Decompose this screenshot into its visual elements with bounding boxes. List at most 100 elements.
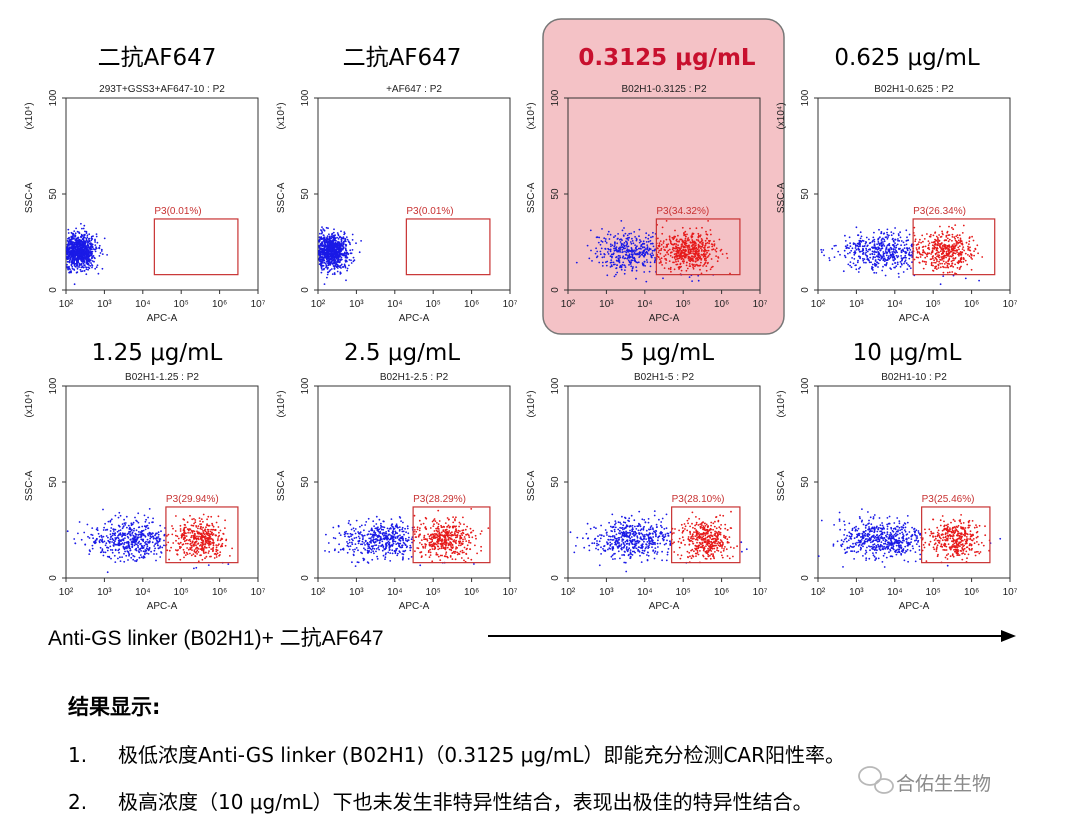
- event-point: [74, 249, 76, 251]
- event-point: [99, 539, 102, 541]
- x-tick-label: 10⁶: [964, 299, 979, 310]
- event-point: [943, 266, 945, 269]
- event-point: [121, 527, 124, 530]
- event-point: [131, 523, 134, 526]
- event-point: [699, 256, 702, 258]
- event-point: [207, 539, 210, 541]
- event-point: [123, 548, 126, 551]
- event-point: [114, 543, 117, 546]
- event-point: [672, 238, 675, 241]
- event-point: [633, 258, 636, 260]
- event-point: [332, 255, 335, 258]
- event-point: [949, 255, 952, 258]
- event-point: [424, 545, 427, 548]
- event-point: [345, 251, 348, 254]
- event-point: [191, 540, 194, 543]
- event-point: [936, 249, 939, 252]
- event-point: [438, 547, 441, 550]
- event-point: [726, 257, 729, 259]
- event-point: [888, 234, 890, 237]
- event-point: [649, 240, 652, 242]
- event-point: [201, 558, 204, 561]
- x-tick-label: 10⁶: [464, 299, 479, 310]
- event-point: [684, 248, 687, 251]
- event-point: [360, 240, 362, 242]
- event-point: [642, 249, 645, 252]
- event-point: [391, 531, 394, 534]
- event-point: [876, 261, 879, 264]
- event-point: [212, 539, 215, 542]
- event-point: [101, 549, 104, 552]
- event-point: [339, 247, 342, 250]
- event-point: [833, 245, 836, 247]
- event-point: [331, 236, 334, 239]
- event-point: [865, 261, 867, 264]
- event-point: [930, 233, 932, 236]
- event-point: [633, 259, 636, 262]
- event-point: [134, 548, 137, 551]
- event-point: [684, 237, 687, 240]
- event-point: [924, 256, 927, 259]
- event-point: [335, 263, 337, 265]
- event-point: [212, 525, 215, 528]
- event-point: [87, 259, 89, 261]
- x-axis-label: APC-A: [147, 601, 178, 612]
- event-point: [652, 245, 655, 248]
- event-point: [177, 549, 180, 551]
- event-point: [606, 251, 609, 253]
- event-point: [873, 271, 876, 274]
- event-point: [878, 244, 881, 247]
- event-point: [649, 265, 652, 268]
- event-point: [109, 538, 112, 541]
- event-point: [857, 245, 860, 248]
- event-point: [869, 256, 872, 259]
- event-point: [327, 253, 330, 256]
- event-point: [708, 242, 710, 245]
- event-point: [209, 530, 212, 533]
- event-point: [218, 534, 221, 537]
- event-point: [621, 239, 623, 242]
- event-point: [687, 257, 690, 260]
- event-point: [653, 249, 656, 252]
- event-point: [898, 240, 901, 242]
- event-point: [675, 260, 677, 263]
- event-point: [958, 252, 960, 255]
- event-point: [713, 240, 715, 243]
- event-point: [88, 247, 91, 250]
- event-point: [685, 261, 688, 264]
- event-point: [695, 260, 697, 263]
- event-point: [660, 257, 663, 260]
- event-point: [879, 259, 881, 262]
- event-point: [208, 543, 211, 546]
- event-point: [851, 257, 853, 259]
- event-point: [900, 249, 903, 252]
- event-point: [185, 535, 188, 537]
- event-point: [667, 249, 670, 252]
- event-point: [216, 549, 219, 552]
- event-point: [123, 532, 126, 535]
- event-point: [913, 258, 916, 261]
- event-point: [631, 267, 634, 270]
- event-point: [890, 254, 893, 257]
- event-point: [344, 248, 347, 251]
- event-point: [964, 259, 967, 262]
- event-point: [936, 237, 939, 239]
- event-point: [319, 260, 322, 263]
- event-point: [326, 249, 329, 252]
- event-point: [660, 247, 663, 250]
- event-point: [131, 533, 134, 535]
- event-point: [859, 231, 862, 234]
- event-point: [823, 254, 825, 257]
- event-point: [908, 257, 911, 260]
- event-point: [713, 244, 716, 247]
- event-point: [206, 528, 209, 531]
- event-point: [77, 239, 79, 242]
- event-point: [400, 520, 402, 522]
- event-point: [642, 242, 645, 245]
- event-point: [193, 537, 196, 540]
- event-point: [948, 263, 951, 265]
- event-point: [167, 541, 170, 544]
- event-point: [712, 248, 715, 251]
- event-point: [108, 556, 111, 559]
- event-point: [202, 535, 205, 538]
